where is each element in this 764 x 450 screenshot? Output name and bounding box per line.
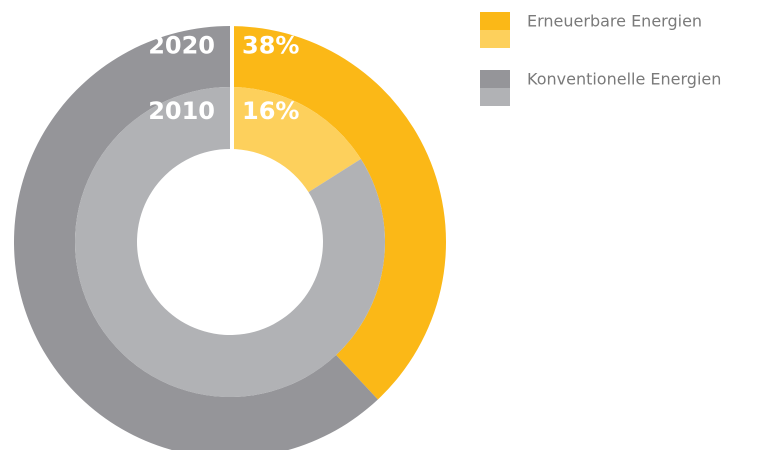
legend-label: Erneuerbare Energien <box>527 12 702 31</box>
legend-swatch <box>480 70 510 88</box>
ring-labels: 2020 38% 2010 16% <box>148 32 299 126</box>
donut-segment <box>230 26 446 400</box>
donut-segment <box>14 26 378 450</box>
donut-segment <box>75 87 385 397</box>
legend-swatch <box>480 30 510 48</box>
value-label: 38% <box>242 32 299 60</box>
value-label: 16% <box>242 97 299 125</box>
donut <box>14 22 446 450</box>
ring-name: 2020 <box>148 32 215 60</box>
legend: Erneuerbare Energien Konventionelle Energ… <box>480 12 721 106</box>
legend-swatch <box>480 88 510 106</box>
legend-label: Konventionelle Energien <box>527 70 721 89</box>
donut-segment <box>230 87 361 193</box>
legend-swatch <box>480 12 510 30</box>
ring-name: 2010 <box>148 97 215 125</box>
